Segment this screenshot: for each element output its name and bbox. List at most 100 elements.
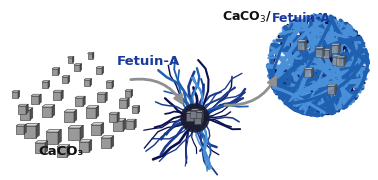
Polygon shape bbox=[42, 82, 48, 88]
Polygon shape bbox=[195, 117, 203, 125]
Circle shape bbox=[268, 15, 368, 115]
Polygon shape bbox=[12, 91, 20, 92]
Polygon shape bbox=[322, 47, 325, 57]
Polygon shape bbox=[74, 64, 82, 65]
Polygon shape bbox=[16, 124, 26, 126]
Polygon shape bbox=[132, 107, 138, 113]
Polygon shape bbox=[191, 109, 200, 111]
Polygon shape bbox=[79, 142, 89, 152]
Circle shape bbox=[181, 104, 209, 132]
Polygon shape bbox=[89, 140, 92, 152]
Polygon shape bbox=[119, 98, 129, 100]
Text: CaCO₃: CaCO₃ bbox=[38, 145, 83, 158]
Polygon shape bbox=[79, 140, 92, 142]
Polygon shape bbox=[195, 115, 205, 117]
Polygon shape bbox=[314, 47, 325, 49]
Polygon shape bbox=[331, 43, 341, 45]
Polygon shape bbox=[80, 64, 82, 71]
Polygon shape bbox=[314, 49, 322, 57]
Polygon shape bbox=[332, 55, 342, 57]
Polygon shape bbox=[68, 128, 80, 140]
Polygon shape bbox=[187, 119, 195, 120]
Polygon shape bbox=[62, 77, 68, 83]
Polygon shape bbox=[106, 81, 114, 82]
Polygon shape bbox=[83, 96, 85, 106]
Polygon shape bbox=[45, 141, 48, 153]
Polygon shape bbox=[197, 110, 204, 111]
Polygon shape bbox=[102, 67, 104, 74]
Polygon shape bbox=[336, 58, 344, 66]
Polygon shape bbox=[197, 109, 200, 118]
Polygon shape bbox=[96, 68, 102, 74]
Polygon shape bbox=[91, 123, 104, 125]
Polygon shape bbox=[196, 111, 204, 112]
Polygon shape bbox=[131, 90, 133, 97]
Polygon shape bbox=[297, 42, 305, 50]
Polygon shape bbox=[184, 113, 194, 123]
Polygon shape bbox=[329, 49, 332, 58]
Polygon shape bbox=[195, 115, 203, 116]
Polygon shape bbox=[194, 111, 196, 121]
Polygon shape bbox=[12, 92, 18, 98]
Polygon shape bbox=[125, 90, 133, 91]
Polygon shape bbox=[111, 136, 114, 148]
Polygon shape bbox=[91, 125, 101, 135]
Polygon shape bbox=[304, 68, 314, 69]
Polygon shape bbox=[24, 126, 36, 138]
Polygon shape bbox=[109, 112, 119, 114]
Polygon shape bbox=[87, 52, 94, 53]
Polygon shape bbox=[127, 98, 129, 108]
Polygon shape bbox=[68, 76, 70, 83]
Polygon shape bbox=[113, 121, 123, 131]
Polygon shape bbox=[84, 79, 91, 80]
Polygon shape bbox=[74, 110, 77, 122]
Polygon shape bbox=[90, 79, 91, 86]
Polygon shape bbox=[46, 132, 58, 144]
Polygon shape bbox=[24, 123, 39, 126]
Polygon shape bbox=[18, 106, 26, 114]
Polygon shape bbox=[119, 100, 127, 108]
Polygon shape bbox=[134, 119, 136, 129]
Polygon shape bbox=[48, 81, 50, 88]
Polygon shape bbox=[53, 92, 61, 100]
Polygon shape bbox=[203, 115, 205, 125]
Polygon shape bbox=[197, 107, 199, 117]
Polygon shape bbox=[58, 68, 60, 75]
Polygon shape bbox=[186, 113, 194, 121]
Polygon shape bbox=[18, 104, 28, 106]
Text: Fetuin-A: Fetuin-A bbox=[116, 55, 180, 68]
Polygon shape bbox=[20, 110, 30, 120]
Polygon shape bbox=[52, 69, 58, 75]
Polygon shape bbox=[64, 110, 77, 112]
Polygon shape bbox=[327, 86, 335, 94]
Polygon shape bbox=[16, 126, 24, 134]
Polygon shape bbox=[344, 56, 346, 66]
Polygon shape bbox=[335, 84, 337, 94]
Polygon shape bbox=[126, 121, 134, 129]
Polygon shape bbox=[20, 108, 33, 110]
Polygon shape bbox=[105, 92, 107, 102]
Polygon shape bbox=[73, 56, 74, 62]
Polygon shape bbox=[109, 114, 117, 122]
Polygon shape bbox=[57, 145, 70, 147]
Polygon shape bbox=[58, 129, 61, 144]
Polygon shape bbox=[138, 106, 139, 113]
Polygon shape bbox=[68, 125, 83, 128]
Polygon shape bbox=[297, 40, 307, 42]
Polygon shape bbox=[201, 115, 203, 123]
Polygon shape bbox=[331, 45, 339, 53]
Polygon shape bbox=[202, 111, 204, 118]
Polygon shape bbox=[311, 68, 314, 77]
Text: Fetuin-A: Fetuin-A bbox=[272, 12, 331, 25]
Polygon shape bbox=[339, 43, 341, 53]
Polygon shape bbox=[193, 119, 195, 126]
Polygon shape bbox=[117, 112, 119, 122]
Polygon shape bbox=[203, 110, 204, 117]
Polygon shape bbox=[132, 106, 139, 107]
Polygon shape bbox=[327, 84, 337, 86]
Polygon shape bbox=[31, 96, 39, 104]
Polygon shape bbox=[305, 40, 307, 50]
Polygon shape bbox=[97, 92, 107, 94]
Polygon shape bbox=[304, 69, 311, 77]
Polygon shape bbox=[332, 57, 339, 65]
